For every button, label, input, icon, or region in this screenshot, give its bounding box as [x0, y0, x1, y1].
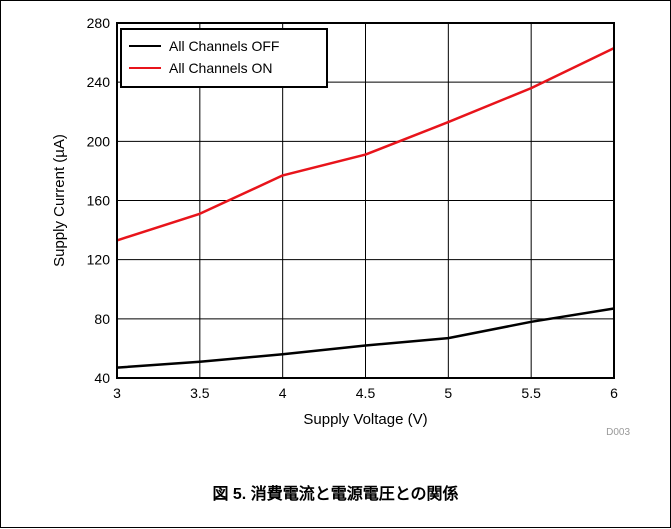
line-chart: 3 3.5 4 4.5 5 5.5 6 40 80 120 160 200 240 280 Supply… — [51, 15, 630, 438]
y-tick-label: 160 — [87, 193, 111, 209]
plot-border — [116, 22, 615, 379]
y-tick-label: 40 — [94, 370, 110, 386]
legend-label-off: All Channels OFF — [169, 38, 279, 54]
plot-id: D003 — [606, 427, 630, 438]
y-tick-label: 120 — [87, 252, 111, 268]
legend-box — [120, 28, 328, 88]
x-tick-label: 4.5 — [356, 385, 376, 401]
x-tick-label: 6 — [610, 385, 618, 401]
y-axis-label: Supply Current (µA) — [51, 134, 68, 267]
y-tick-label: 240 — [87, 74, 111, 90]
x-tick-label: 3 — [113, 385, 121, 401]
legend: All Channels OFF All Channels ON — [120, 28, 328, 88]
y-tick-label: 280 — [87, 15, 111, 31]
x-tick-label: 4 — [279, 385, 287, 401]
x-tick-label: 5 — [444, 385, 452, 401]
figure-caption: 図 5. 消費電流と電源電圧との関係 — [212, 486, 459, 503]
y-tick-label: 200 — [87, 133, 111, 149]
x-axis-label: Supply Voltage (V) — [303, 411, 427, 428]
y-tick-labels: 40 80 120 160 200 240 280 — [87, 15, 111, 386]
series-line-1 — [116, 46, 615, 242]
legend-label-on: All Channels ON — [169, 60, 273, 76]
x-tick-label: 3.5 — [190, 385, 210, 401]
x-tick-label: 5.5 — [521, 385, 541, 401]
x-tick-labels: 3 3.5 4 4.5 5 5.5 6 — [113, 385, 618, 401]
top-rule — [0, 0, 671, 1]
series-lines — [116, 46, 615, 369]
y-tick-label: 80 — [94, 311, 110, 327]
series-line-0 — [116, 307, 615, 369]
